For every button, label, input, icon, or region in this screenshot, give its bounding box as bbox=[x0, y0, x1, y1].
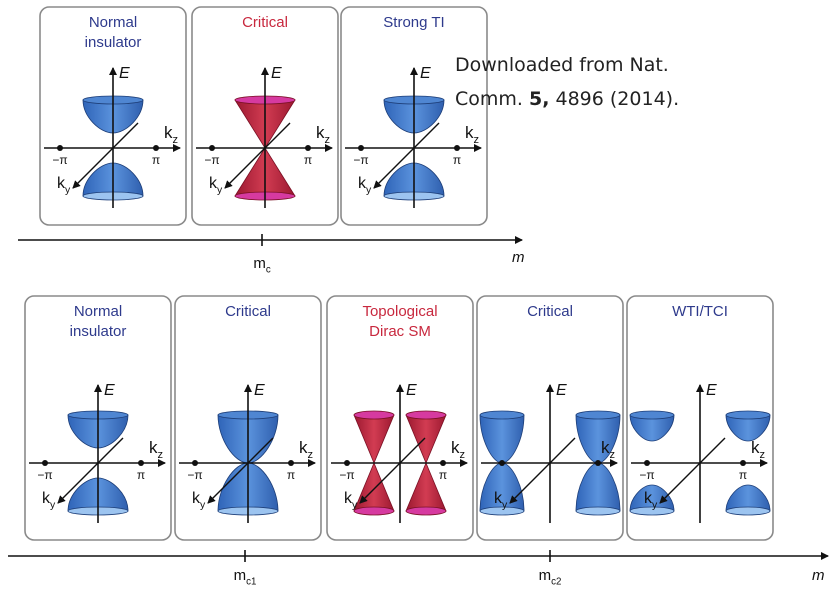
pi-label: π bbox=[137, 468, 145, 482]
bz-point bbox=[358, 145, 364, 151]
neg-pi-label: −π bbox=[37, 468, 52, 482]
neg-pi-label: −π bbox=[187, 468, 202, 482]
bz-point bbox=[153, 145, 159, 151]
ky-label-sub: y bbox=[200, 500, 206, 511]
panel-title: insulator bbox=[70, 323, 127, 340]
bz-point bbox=[305, 145, 311, 151]
ky-label-sub: y bbox=[502, 500, 508, 511]
band-rim bbox=[630, 411, 674, 419]
dirac-rim bbox=[354, 507, 394, 515]
energy-label: E bbox=[104, 382, 115, 399]
kz-label-sub: z bbox=[173, 134, 179, 146]
bz-point bbox=[499, 460, 505, 466]
kz-label-sub: z bbox=[325, 134, 331, 146]
energy-label: E bbox=[556, 382, 567, 399]
ky-label-sub: y bbox=[652, 500, 658, 511]
energy-label: E bbox=[406, 382, 417, 399]
bz-point bbox=[644, 460, 650, 466]
band-rim bbox=[726, 507, 770, 515]
panel-title: Critical bbox=[225, 303, 271, 320]
kz-label-sub: z bbox=[308, 449, 314, 461]
ky-label-sub: y bbox=[65, 185, 71, 196]
bz-point bbox=[740, 460, 746, 466]
band-rim bbox=[480, 411, 524, 419]
m-tick-label-main: m bbox=[234, 567, 247, 584]
pi-label: π bbox=[287, 468, 295, 482]
neg-pi-label: −π bbox=[204, 153, 219, 167]
bz-point bbox=[42, 460, 48, 466]
neg-pi-label: −π bbox=[52, 153, 67, 167]
pi-label: π bbox=[439, 468, 447, 482]
neg-pi-label: −π bbox=[353, 153, 368, 167]
pi-label: π bbox=[739, 468, 747, 482]
ky-label-sub: y bbox=[352, 500, 358, 511]
band-rim bbox=[576, 411, 620, 419]
energy-label: E bbox=[420, 65, 431, 82]
pi-label: π bbox=[304, 153, 312, 167]
neg-pi-label: −π bbox=[639, 468, 654, 482]
bz-point bbox=[138, 460, 144, 466]
m-tick-label: mc1 bbox=[234, 567, 257, 588]
citation-line: Downloaded from Nat. bbox=[455, 48, 679, 82]
bz-point bbox=[57, 145, 63, 151]
bz-point bbox=[192, 460, 198, 466]
panel-title: Critical bbox=[242, 14, 288, 31]
dirac-rim bbox=[354, 411, 394, 419]
energy-label: E bbox=[706, 382, 717, 399]
panel-title: Topological bbox=[362, 303, 437, 320]
citation: Downloaded from Nat. Comm. 5, 4896 (2014… bbox=[455, 48, 679, 116]
kz-label-sub: z bbox=[158, 449, 164, 461]
bz-point bbox=[454, 145, 460, 151]
citation-suffix: 4896 (2014). bbox=[556, 88, 680, 110]
bz-point bbox=[440, 460, 446, 466]
energy-label: E bbox=[254, 382, 265, 399]
kz-label-sub: z bbox=[460, 449, 466, 461]
panel-title: Strong TI bbox=[383, 14, 444, 31]
ky-label-sub: y bbox=[217, 185, 223, 196]
band-rim bbox=[726, 411, 770, 419]
m-tick-label-main: m bbox=[539, 567, 552, 584]
dirac-rim bbox=[406, 411, 446, 419]
m-axis-label: m bbox=[812, 567, 825, 584]
citation-volume: 5, bbox=[529, 88, 549, 110]
m-tick-label-sub: c bbox=[266, 265, 271, 276]
m-tick-label-sub: c1 bbox=[246, 577, 256, 588]
m-tick-label-main: m bbox=[253, 255, 266, 272]
pi-label: π bbox=[453, 153, 461, 167]
neg-pi-label: −π bbox=[339, 468, 354, 482]
energy-label: E bbox=[271, 65, 282, 82]
m-axis-label: m bbox=[512, 249, 525, 266]
bz-point bbox=[344, 460, 350, 466]
page: NormalinsulatorEkzky−ππCriticalEkzky−ππS… bbox=[0, 0, 836, 589]
m-tick-label-sub: c2 bbox=[551, 577, 561, 588]
kz-label-sub: z bbox=[760, 449, 766, 461]
m-tick-label: mc bbox=[253, 255, 271, 276]
pi-label: π bbox=[152, 153, 160, 167]
panel-title: Critical bbox=[527, 303, 573, 320]
panel-title: insulator bbox=[85, 34, 142, 51]
energy-label: E bbox=[119, 65, 130, 82]
dirac-rim bbox=[406, 507, 446, 515]
bz-point bbox=[595, 460, 601, 466]
diagram: NormalinsulatorEkzky−ππCriticalEkzky−ππS… bbox=[0, 0, 836, 589]
bz-point bbox=[288, 460, 294, 466]
band-rim bbox=[576, 507, 620, 515]
panel-title: Dirac SM bbox=[369, 323, 431, 340]
citation-line: Comm. 5, 4896 (2014). bbox=[455, 82, 679, 116]
panel-title: Normal bbox=[74, 303, 122, 320]
kz-label-sub: z bbox=[474, 134, 480, 146]
kz-label-sub: z bbox=[610, 449, 616, 461]
citation-prefix: Comm. bbox=[455, 88, 523, 110]
m-tick-label: mc2 bbox=[539, 567, 562, 588]
panel-title: Normal bbox=[89, 14, 137, 31]
ky-label-sub: y bbox=[50, 500, 56, 511]
ky-label-sub: y bbox=[366, 185, 372, 196]
bz-point bbox=[209, 145, 215, 151]
panel-title: WTI/TCI bbox=[672, 303, 728, 320]
